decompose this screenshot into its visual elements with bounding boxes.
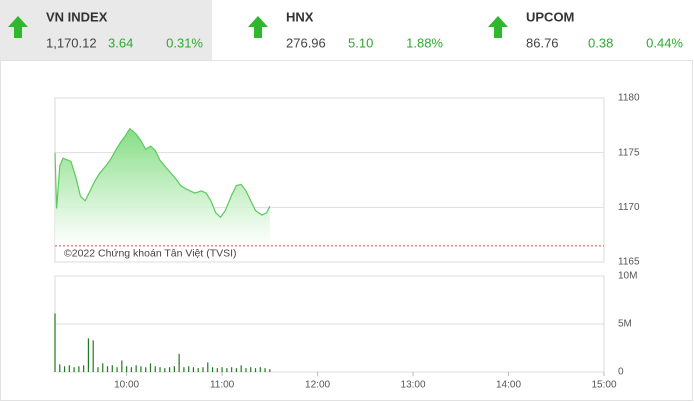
volume-bar: [121, 360, 123, 372]
x-tick-label: 10:00: [114, 380, 139, 391]
y-tick-label: 1170: [618, 202, 640, 213]
volume-bar: [202, 367, 204, 372]
up-arrow: [488, 16, 508, 38]
volume-bar: [116, 367, 118, 372]
volume-bar: [178, 353, 180, 372]
index-percent: 1.88%: [406, 35, 443, 50]
volume-bar: [211, 367, 214, 372]
index-percent: 0.44%: [646, 35, 683, 50]
index-change: 3.64: [108, 35, 133, 50]
volume-bar: [221, 367, 223, 372]
y-tick-label: 0: [618, 367, 624, 378]
price-line: [54, 127, 271, 219]
volume-bar: [63, 366, 66, 372]
index-value: 276.96: [286, 35, 326, 50]
volume-bar: [168, 367, 171, 372]
volume-bar: [250, 367, 252, 372]
volume-bar: [87, 338, 90, 372]
up-arrow: [248, 16, 268, 38]
panel-border: [0, 60, 693, 401]
volume-bar: [149, 363, 152, 372]
x-tick-label: 13:00: [401, 380, 426, 391]
volume-bar: [226, 368, 228, 372]
volume-bar: [164, 368, 166, 372]
volume-bar: [140, 366, 142, 372]
index-tab[interactable]: UPCOM 86.76 0.38 0.44%: [488, 9, 683, 50]
volume-bar: [197, 368, 199, 372]
volume-bar: [102, 363, 104, 372]
volume-bar: [68, 365, 70, 372]
volume-bar: [216, 368, 218, 372]
price-area: [55, 128, 270, 246]
volume-bar: [59, 364, 61, 372]
volume-bar: [83, 365, 85, 372]
index-change: 0.38: [588, 35, 613, 50]
volume-bar: [145, 367, 147, 372]
volume-bar: [188, 366, 190, 372]
volume-bar: [130, 367, 132, 372]
volume-bar: [231, 367, 233, 372]
volume-bar: [54, 313, 56, 372]
volume-bar: [97, 367, 99, 372]
y-tick-label: 10M: [618, 271, 637, 282]
volume-bar: [235, 368, 238, 372]
index-name: HNX: [286, 9, 314, 24]
index-name: UPCOM: [526, 9, 574, 24]
volume-bar: [192, 367, 195, 372]
volume-bar: [240, 365, 242, 372]
volume-bar: [78, 366, 80, 372]
volume-bar: [245, 368, 247, 372]
volume-bar: [264, 368, 266, 372]
copyright: ©2022 Chứng khoán Tân Việt (TVSI): [64, 248, 237, 260]
volume-bar: [173, 366, 175, 372]
volume-bar: [159, 367, 161, 372]
volume-bar: [254, 368, 257, 372]
index-name: VN INDEX: [46, 9, 108, 24]
volume-bar: [135, 365, 137, 372]
index-change: 5.10: [348, 35, 373, 50]
x-tick-label: 12:00: [305, 380, 330, 391]
volume-bar: [207, 362, 209, 372]
volume-bar: [92, 340, 94, 372]
volume-bar: [106, 366, 109, 372]
x-tick-label: 14:00: [496, 380, 521, 391]
index-tab[interactable]: HNX 276.96 5.10 1.88%: [248, 9, 443, 50]
volume-bar: [183, 367, 185, 372]
y-tick-label: 1165: [618, 257, 640, 268]
volume-bar: [259, 367, 261, 372]
volume-bar: [111, 365, 113, 372]
volume-bar: [126, 366, 128, 372]
x-tick-label: 15:00: [591, 380, 616, 391]
volume-bar: [269, 369, 271, 372]
volume-bar: [73, 367, 75, 372]
y-tick-label: 1175: [618, 147, 640, 158]
active-tab-bg: [0, 0, 212, 60]
volume-bar: [154, 366, 156, 372]
y-tick-label: 5M: [618, 319, 632, 330]
y-tick-label: 1180: [618, 93, 640, 104]
index-percent: 0.31%: [166, 35, 203, 50]
index-value: 86.76: [526, 35, 559, 50]
index-value: 1,170.12: [46, 35, 97, 50]
index-tab[interactable]: VN INDEX 1,170.12 3.64 0.31%: [8, 9, 203, 50]
x-tick-label: 11:00: [210, 380, 235, 391]
